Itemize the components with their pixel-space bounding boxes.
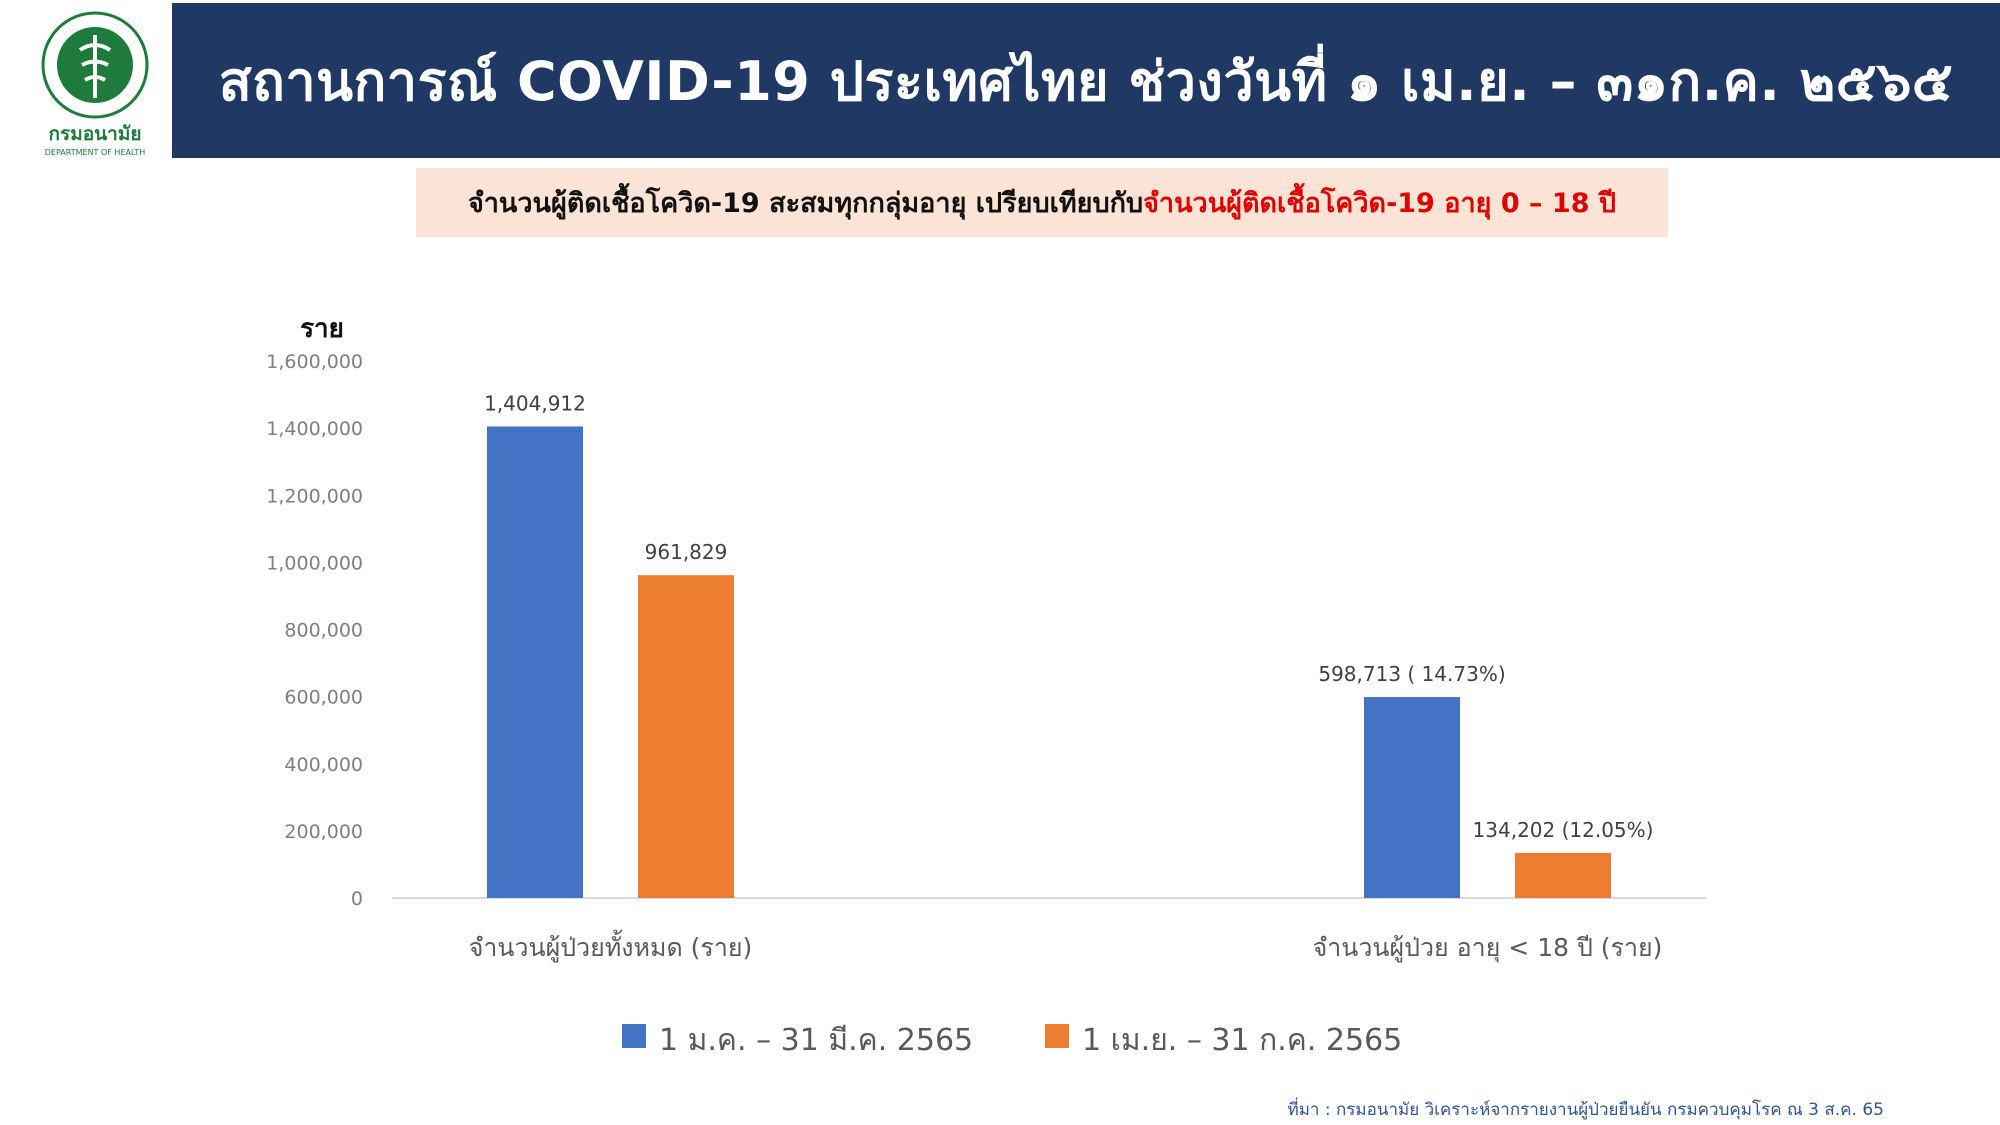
y-tick-label: 1,200,000	[266, 485, 363, 507]
source-note: ที่มา : กรมอนามัย วิเคราะห์จากรายงานผู้ป…	[1287, 1100, 1885, 1120]
data-label: 598,713 ( 14.73%)	[1318, 662, 1505, 686]
page-title: สถานการณ์ COVID-19 ประเทศไทย ช่วงวันที่ …	[218, 49, 1954, 113]
y-tick-label: 1,600,000	[266, 351, 363, 373]
bar	[1515, 852, 1611, 898]
bar	[487, 426, 583, 898]
department-of-health-logo: กรมอนามัย DEPARTMENT OF HEALTH	[30, 10, 160, 160]
category-label: จำนวนผู้ป่วยทั้งหมด (ราย)	[469, 929, 753, 963]
bar	[638, 575, 734, 898]
y-tick-label: 1,400,000	[266, 418, 363, 440]
y-tick-label: 600,000	[284, 687, 363, 709]
legend-label: 1 ม.ค. – 31 มี.ค. 2565	[659, 1023, 973, 1058]
legend-swatch	[1045, 1024, 1069, 1048]
subtitle-box: จำนวนผู้ติดเชื้อโควิด-19 สะสมทุกกลุ่มอาย…	[416, 168, 1668, 237]
y-tick-label: 1,000,000	[266, 552, 363, 574]
category-label: จำนวนผู้ป่วย อายุ < 18 ปี (ราย)	[1313, 933, 1663, 963]
y-axis-label: ราย	[300, 314, 344, 344]
logo-subtext: DEPARTMENT OF HEALTH	[45, 148, 145, 157]
legend-label: 1 เม.ย. – 31 ก.ค. 2565	[1082, 1023, 1402, 1058]
logo-text: กรมอนามัย	[49, 123, 142, 145]
subtitle-highlight: จำนวนผู้ติดเชื้อโควิด-19 อายุ 0 – 18 ปี	[1143, 188, 1617, 219]
title-banner: สถานการณ์ COVID-19 ประเทศไทย ช่วงวันที่ …	[172, 3, 2000, 158]
data-label: 134,202 (12.05%)	[1473, 818, 1654, 842]
data-label: 961,829	[645, 540, 728, 564]
subtitle-part1: จำนวนผู้ติดเชื้อโควิด-19 สะสมทุกกลุ่มอาย…	[467, 188, 1144, 219]
y-tick-label: 0	[351, 888, 363, 910]
y-tick-label: 800,000	[284, 620, 363, 642]
y-tick-label: 200,000	[284, 821, 363, 843]
bar	[1364, 697, 1460, 898]
y-tick-label: 400,000	[284, 754, 363, 776]
legend-swatch	[622, 1024, 646, 1048]
data-label: 1,404,912	[484, 391, 586, 415]
